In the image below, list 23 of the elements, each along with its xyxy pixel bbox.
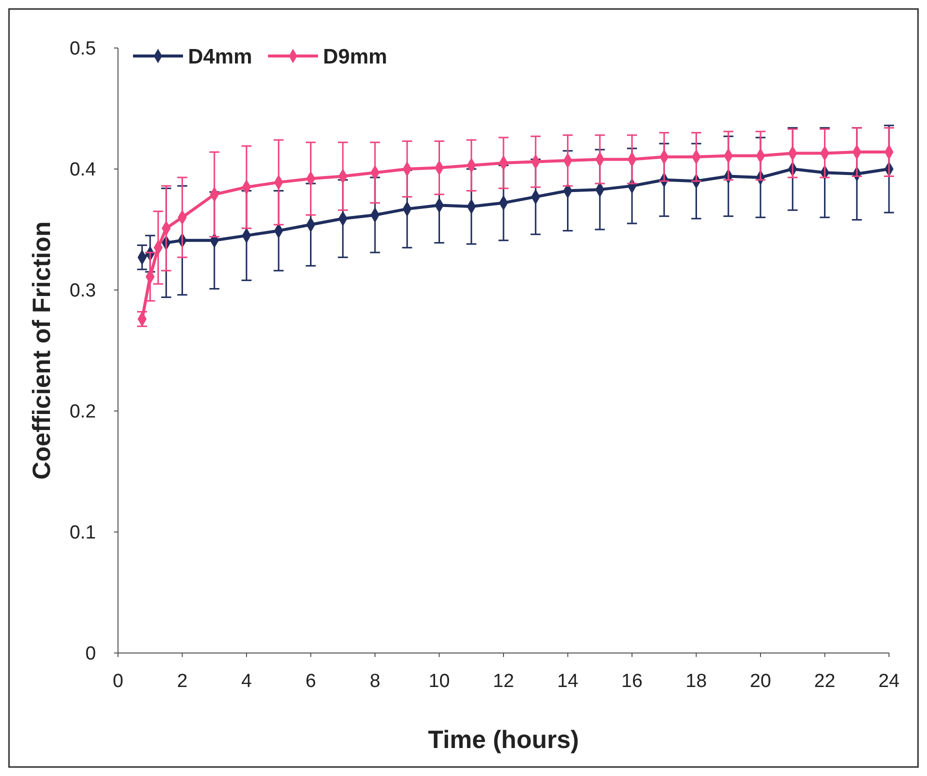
x-tick-label: 22 [814, 671, 836, 692]
x-tick-label: 2 [176, 671, 188, 692]
x-tick-label: 14 [557, 671, 579, 692]
y-tick-label: 0 [85, 644, 96, 665]
y-tick-label: 0.4 [70, 160, 96, 181]
legend-label: D9mm [323, 45, 388, 68]
x-tick-label: 0 [112, 671, 124, 692]
y-tick-label: 0.5 [70, 38, 96, 60]
x-tick-label: 4 [241, 671, 252, 692]
y-tick-label: 0.2 [70, 402, 96, 423]
x-tick-label: 20 [750, 671, 772, 692]
y-tick-label: 0.3 [70, 280, 96, 302]
x-tick-label: 8 [370, 671, 380, 692]
y-axis-title: Coefficient of Friction [28, 221, 56, 480]
x-tick-label: 24 [878, 671, 900, 692]
x-tick-label: 12 [492, 671, 514, 692]
x-tick-label: 10 [428, 671, 450, 692]
x-tick-label: 6 [305, 671, 316, 692]
x-axis-title: Time (hours) [428, 726, 579, 754]
legend-label: D4mm [188, 45, 252, 68]
y-tick-label: 0.1 [70, 522, 96, 544]
x-tick-label: 16 [621, 671, 643, 692]
x-tick-label: 18 [686, 671, 707, 692]
